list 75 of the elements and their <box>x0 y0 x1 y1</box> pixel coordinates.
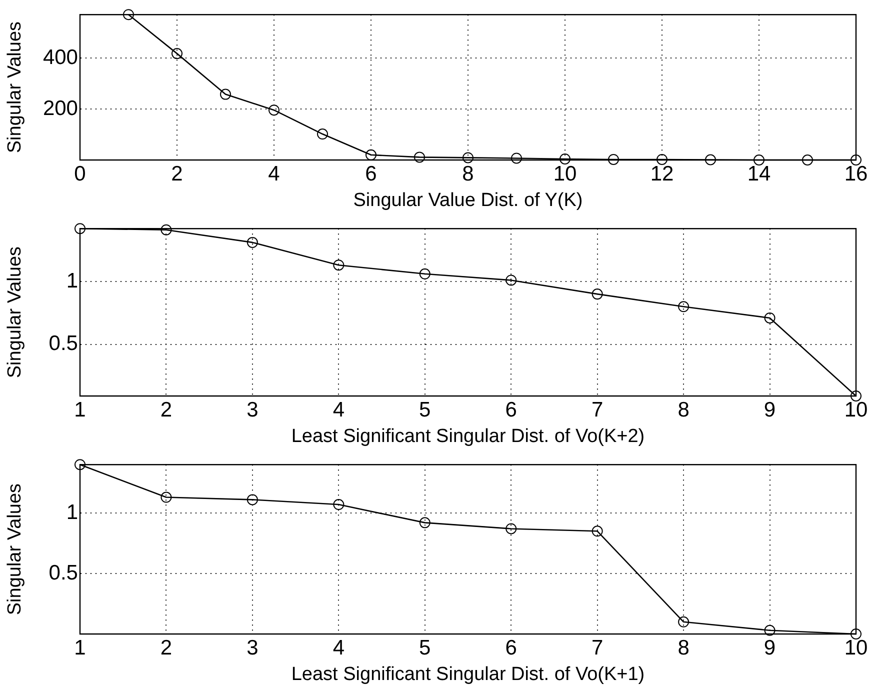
point <box>419 268 430 280</box>
point <box>220 88 231 100</box>
x-tick-label: 2 <box>160 636 172 660</box>
point <box>160 492 172 503</box>
point <box>268 104 280 116</box>
point <box>506 523 517 534</box>
y-tick-label: 400 <box>42 46 78 69</box>
x-tick-label: 8 <box>678 636 690 660</box>
point <box>246 494 258 506</box>
y-tick-label: 1 <box>66 269 78 292</box>
x-tick-label: 3 <box>246 636 258 660</box>
x-tick-label: 10 <box>844 636 868 660</box>
point <box>678 301 690 312</box>
point <box>678 616 690 628</box>
y-axis-title: Singular Values <box>4 21 26 154</box>
x-tick-label: 8 <box>462 162 474 186</box>
point <box>511 152 522 164</box>
point <box>333 260 344 271</box>
x-axis-title: Least Significant Singular Dist. of Vo(K+1) <box>291 664 645 685</box>
x-tick-label: 6 <box>505 398 517 422</box>
point <box>246 236 258 248</box>
point <box>317 128 328 140</box>
point <box>172 48 182 60</box>
point <box>850 154 862 166</box>
point <box>506 274 517 286</box>
point <box>123 9 134 20</box>
x-tick-label: 7 <box>591 636 604 660</box>
point <box>560 153 570 164</box>
point <box>656 154 668 165</box>
point <box>74 223 86 234</box>
x-tick-label: 2 <box>160 398 172 422</box>
y-axis-title: Singular Values <box>4 483 26 616</box>
point <box>592 526 603 537</box>
y-tick-label: 0.5 <box>48 332 78 356</box>
x-tick-label: 6 <box>365 162 377 186</box>
x-tick-label: 2 <box>171 162 183 186</box>
x-tick-label: 5 <box>419 636 431 660</box>
x-tick-label: 12 <box>650 162 674 186</box>
point <box>419 517 430 528</box>
point <box>414 152 425 163</box>
x-tick-label: 7 <box>591 398 604 422</box>
point <box>74 459 86 470</box>
y-tick-label: 1 <box>66 500 78 524</box>
point <box>366 149 376 160</box>
point <box>333 499 344 510</box>
point <box>754 154 764 166</box>
point <box>608 154 619 165</box>
x-tick-label: 3 <box>246 398 258 422</box>
x-tick-label: 4 <box>332 636 345 660</box>
point <box>850 390 862 402</box>
point <box>592 288 603 300</box>
y-tick-label: 200 <box>42 96 78 120</box>
x-axis-title: Least Significant Singular Dist. of Vo(K+2) <box>291 426 645 447</box>
x-tick-label: 9 <box>764 636 776 660</box>
x-tick-label: 10 <box>844 398 868 422</box>
point <box>705 154 716 166</box>
x-axis-title: Singular Value Dist. of Y(K) <box>353 190 583 211</box>
point <box>764 624 776 636</box>
x-tick-label: 9 <box>764 398 776 422</box>
x-tick-label: 4 <box>332 398 345 422</box>
x-tick-label: 16 <box>844 162 868 186</box>
y-tick-label: 0.5 <box>48 561 78 584</box>
x-tick-label: 14 <box>747 162 771 186</box>
x-tick-label: 4 <box>268 162 280 186</box>
point <box>802 154 813 166</box>
x-tick-label: 10 <box>553 162 577 186</box>
point <box>160 224 172 236</box>
x-tick-label: 5 <box>419 398 431 422</box>
x-tick-label: 0 <box>74 162 86 186</box>
x-tick-label: 8 <box>678 398 690 422</box>
point <box>462 152 474 164</box>
x-tick-label: 6 <box>505 636 517 660</box>
y-axis-title: Singular Values <box>4 246 26 378</box>
point <box>850 628 862 640</box>
point <box>764 312 776 324</box>
